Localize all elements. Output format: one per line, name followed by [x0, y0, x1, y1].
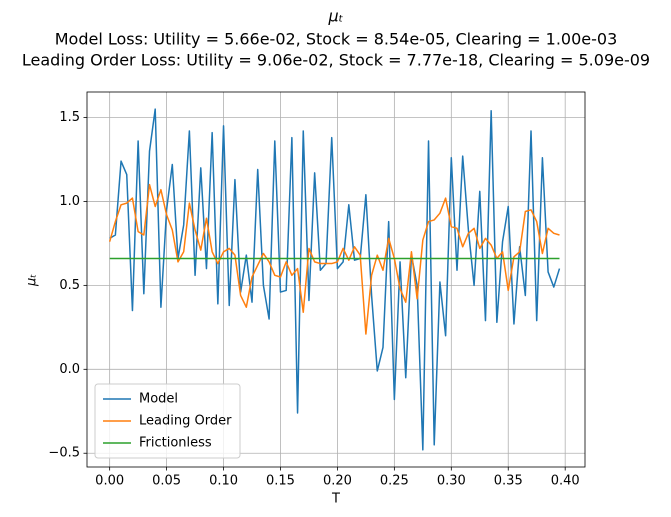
y-tick-label: 1.5: [59, 110, 80, 125]
x-tick-label: 0.40: [551, 474, 580, 489]
x-tick-label: 0.20: [323, 474, 352, 489]
y-tick-label: −0.5: [48, 446, 80, 461]
line-series: [108, 183, 560, 335]
x-tick-label: 0.25: [380, 474, 409, 489]
y-tick-label: 0.0: [59, 362, 80, 377]
legend-label: Frictionless: [139, 436, 212, 451]
legend-box: [94, 383, 241, 459]
x-tick-label: 0.10: [209, 474, 238, 489]
x-tick-label: 0.30: [437, 474, 466, 489]
x-axis-label: T: [331, 492, 340, 507]
chart-title: μₜ: [328, 7, 344, 26]
legend-label: Model: [139, 392, 178, 407]
plot-area: [108, 108, 561, 451]
y-tick-label: 0.5: [59, 278, 80, 293]
axes-frame: [86, 91, 586, 468]
y-tick-label: 1.0: [59, 194, 80, 209]
x-tick-label: 0.00: [95, 474, 124, 489]
chart-subtitle: Model Loss: Utility = 5.66e-02, Stock = …: [55, 30, 618, 49]
x-tick-label: 0.35: [494, 474, 523, 489]
chart-subtitle: Leading Order Loss: Utility = 9.06e-02, …: [22, 51, 650, 70]
legend-label: Leading Order: [139, 414, 232, 429]
grid: [87, 92, 585, 467]
line-series: [109, 108, 561, 451]
x-tick-label: 0.05: [152, 474, 181, 489]
legend: Model Leading Order Frictionless: [94, 383, 241, 459]
y-axis-label: μₜ: [25, 274, 40, 287]
x-tick-label: 0.15: [266, 474, 295, 489]
